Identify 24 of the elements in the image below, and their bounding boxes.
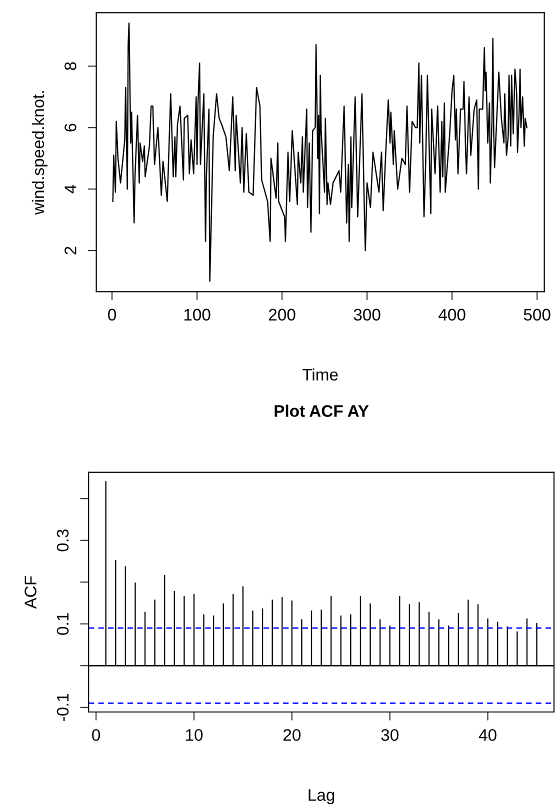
x-tick-label: 30 [381,729,398,741]
line-series [112,22,528,282]
y-axis-title: ACF [24,576,36,609]
y-tick-label: 6 [64,124,76,132]
y-axis-title: wind.speed.knot. [32,91,48,215]
y-tick-label: -0.1 [56,694,69,722]
x-tick-label: 0 [92,729,100,741]
x-tick-label: 100 [184,308,210,321]
x-tick-label: 400 [438,308,466,321]
x-tick-label: 300 [354,308,380,321]
y-tick-label: 8 [64,62,76,70]
x-tick-label: 40 [478,729,496,741]
x-tick-label: 0 [108,308,116,321]
y-tick-label: 4 [64,184,76,194]
x-axis-title: Time [302,368,338,381]
x-tick-label: 200 [268,308,296,321]
y-tick-label: 0.3 [56,530,69,552]
x-tick-label: 10 [186,729,203,741]
y-tick-label: 0.1 [56,613,69,635]
y-tick-label: 2 [64,246,76,254]
x-tick-label: 500 [524,308,550,321]
chart-title: Plot ACF AY [274,404,369,417]
x-tick-label: 20 [283,729,301,741]
x-axis-title: Lag [308,789,334,804]
